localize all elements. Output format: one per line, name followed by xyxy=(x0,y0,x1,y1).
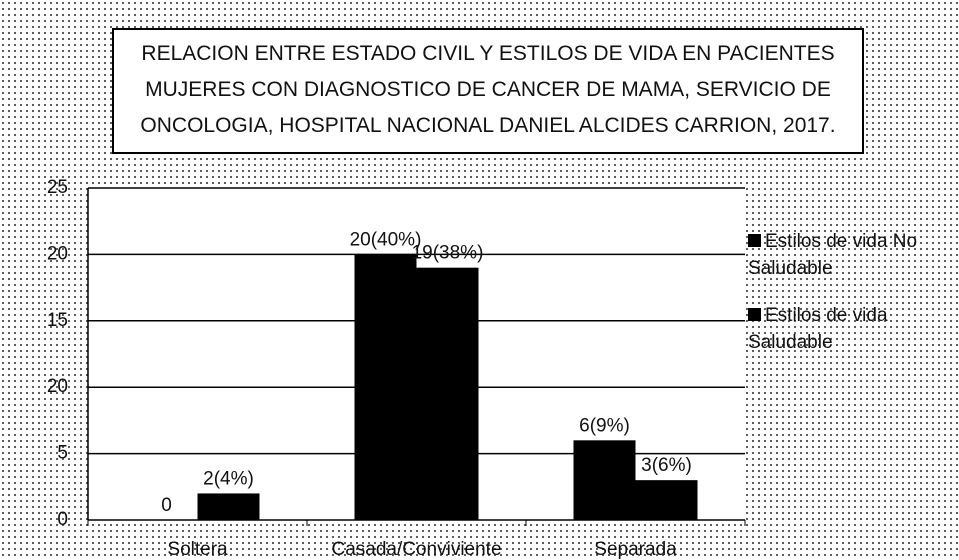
legend-swatch xyxy=(748,234,761,247)
bar xyxy=(416,267,479,520)
legend-item: Estilos de vida No Saludable xyxy=(748,228,953,282)
chart-title: RELACION ENTRE ESTADO CIVIL Y ESTILOS DE… xyxy=(112,28,864,154)
x-tick-label: Casada/Conviviente xyxy=(331,539,501,560)
bar xyxy=(573,440,636,520)
bar xyxy=(354,254,417,520)
x-tick-label: Soltera xyxy=(167,539,228,560)
legend-label: Estilos de vida No Saludable xyxy=(748,231,918,279)
y-tick-label: 25 xyxy=(47,177,68,198)
y-tick-label: 20 xyxy=(47,376,68,397)
value-label: 19(38%) xyxy=(412,243,484,264)
legend-swatch xyxy=(748,308,761,321)
y-tick-label: 5 xyxy=(57,443,68,464)
value-label: 3(6%) xyxy=(641,455,692,476)
value-label: 2(4%) xyxy=(203,468,254,489)
y-tick-label: 0 xyxy=(57,509,68,530)
y-tick-label: 15 xyxy=(47,310,68,331)
legend-item: Estilos de vida Saludable xyxy=(748,302,953,356)
bar xyxy=(197,493,260,520)
bar xyxy=(635,480,698,520)
value-label: 0 xyxy=(161,495,172,516)
x-tick-label: Separada xyxy=(594,539,677,560)
legend-label: Estilos de vida Saludable xyxy=(748,305,888,353)
value-label: 20(40%) xyxy=(350,229,422,250)
y-tick-label: 20 xyxy=(47,243,68,264)
value-label: 6(9%) xyxy=(579,415,630,436)
